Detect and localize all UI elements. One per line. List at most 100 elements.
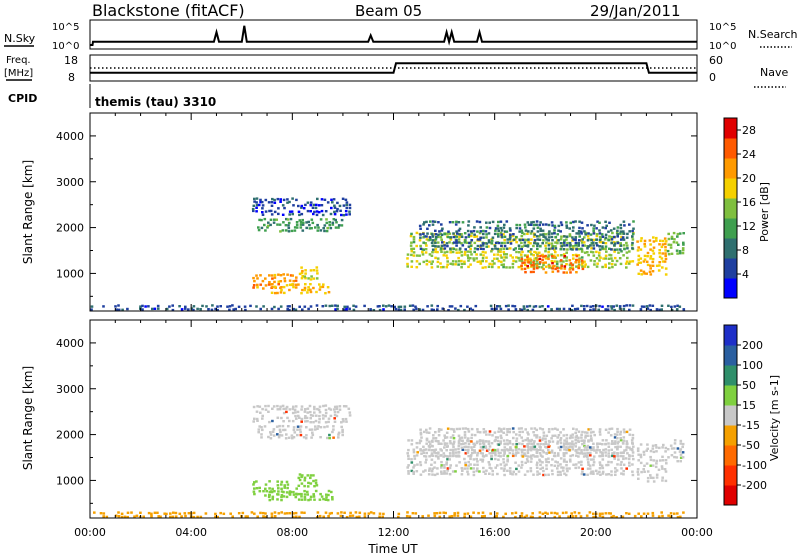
scatter-cell — [397, 308, 400, 311]
scatter-cell — [419, 244, 422, 248]
scatter-cell — [387, 304, 391, 307]
scatter-cell — [457, 451, 461, 454]
scatter-cell — [264, 515, 267, 519]
nave-tick-bottom: 0 — [709, 71, 716, 84]
scatter-cell — [511, 427, 515, 430]
scatter-cell — [283, 428, 287, 432]
scatter-cell — [535, 223, 538, 226]
scatter-cell — [451, 250, 455, 254]
scatter-cell — [255, 206, 258, 209]
scatter-cell — [303, 286, 307, 290]
scatter-cell — [563, 439, 566, 442]
scatter-cell — [253, 481, 256, 484]
scatter-cell — [568, 436, 572, 440]
scatter-cell — [677, 243, 680, 246]
freq-label: Freq. — [6, 55, 31, 66]
scatter-cell — [515, 439, 518, 443]
scatter-cell — [530, 442, 533, 446]
scatter-cell — [226, 305, 229, 308]
scatter-cell — [544, 233, 548, 236]
scatter-cell — [476, 467, 479, 470]
scatter-cell — [598, 461, 602, 464]
scatter-cell — [538, 448, 542, 452]
scatter-cell — [613, 457, 616, 460]
scatter-cell — [485, 433, 488, 436]
scatter-cell — [547, 244, 551, 247]
scatter-cell — [306, 474, 310, 477]
scatter-cell — [424, 251, 428, 254]
scatter-cell — [682, 241, 685, 244]
scatter-cell — [619, 223, 623, 227]
scatter-cell — [309, 495, 313, 498]
scatter-cell — [613, 433, 617, 436]
scatter-cell — [581, 261, 584, 264]
scatter-cell — [303, 496, 307, 499]
scatter-cell — [414, 305, 417, 308]
scatter-cell — [292, 490, 295, 494]
scatter-cell — [291, 407, 295, 411]
scatter-cell — [637, 261, 641, 264]
scatter-cell — [457, 263, 460, 266]
scatter-cell — [494, 247, 497, 250]
scatter-cell — [631, 229, 634, 233]
scatter-cell — [655, 308, 659, 311]
scatter-cell — [500, 263, 504, 266]
scatter-cell — [645, 272, 648, 275]
scatter-cell — [626, 247, 629, 250]
scatter-cell — [463, 308, 466, 312]
scatter-cell — [616, 442, 620, 445]
scatter-cell — [574, 220, 577, 223]
scatter-cell — [500, 436, 503, 440]
scatter-cell — [554, 267, 557, 271]
scatter-cell — [497, 451, 501, 455]
scatter-cell — [666, 448, 670, 451]
scatter-cell — [450, 427, 453, 431]
scatter-cell — [563, 448, 566, 451]
scatter-cell — [583, 244, 586, 247]
scatter-cell — [343, 511, 346, 514]
scatter-cell — [436, 235, 440, 239]
scatter-cell — [439, 266, 443, 269]
scatter-cell — [454, 223, 458, 226]
scatter-cell — [434, 256, 437, 260]
scatter-cell — [547, 223, 551, 227]
scatter-cell — [455, 244, 458, 247]
scatter-cell — [631, 304, 635, 307]
scatter-cell — [649, 476, 653, 479]
scatter-cell — [309, 210, 312, 213]
scatter-cell — [640, 470, 643, 474]
scatter-cell — [527, 223, 531, 226]
scatter-cell — [253, 279, 256, 283]
scatter-cell — [601, 515, 605, 519]
scatter-cell — [619, 248, 622, 251]
scatter-cell — [523, 261, 526, 264]
scatter-cell — [569, 266, 572, 269]
scatter-cell — [607, 460, 610, 464]
scatter-cell — [337, 224, 341, 227]
scatter-cell — [517, 470, 521, 473]
scatter-cell — [518, 251, 521, 254]
scatter-cell — [607, 257, 611, 260]
scatter-cell — [558, 307, 561, 311]
scatter-cell — [503, 241, 506, 245]
scatter-cell — [521, 250, 524, 254]
scatter-cell — [261, 511, 265, 515]
scatter-cell — [515, 446, 518, 449]
scatter-cell — [441, 307, 445, 310]
scatter-cell — [505, 463, 508, 466]
scatter-cell — [455, 455, 458, 458]
scatter-cell — [523, 448, 526, 452]
scatter-cell — [196, 307, 199, 311]
scatter-cell — [628, 433, 632, 436]
scatter-cell — [569, 262, 573, 265]
scatter-cell — [615, 516, 618, 519]
scatter-cell — [448, 221, 452, 224]
scatter-cell — [620, 472, 623, 475]
scatter-cell — [517, 448, 521, 451]
scatter-cell — [632, 227, 635, 230]
scatter-cell — [542, 239, 545, 242]
scatter-cell — [363, 304, 366, 308]
scatter-cell — [348, 411, 352, 414]
scatter-cell — [348, 414, 352, 417]
scatter-cell — [273, 210, 277, 214]
